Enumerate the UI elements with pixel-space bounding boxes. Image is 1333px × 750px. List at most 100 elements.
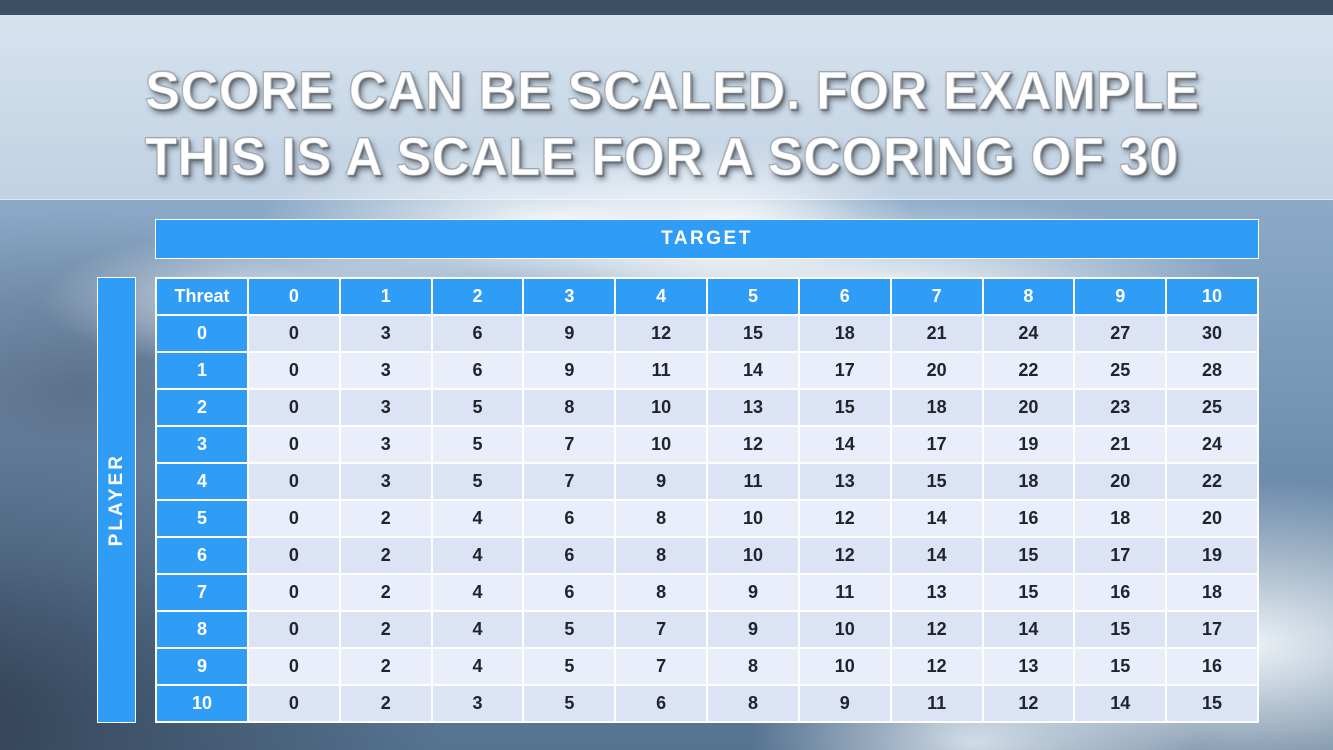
score-cell: 8 (708, 686, 798, 721)
score-cell: 14 (891, 538, 982, 573)
score-cell: 2 (340, 612, 431, 647)
score-cell: 0 (249, 390, 339, 425)
score-cell: 8 (524, 390, 615, 425)
row-header-10: 10 (157, 686, 247, 721)
column-header-7: 7 (891, 279, 982, 314)
score-cell: 0 (249, 501, 339, 536)
score-cell: 9 (708, 575, 798, 610)
score-cell: 12 (799, 501, 890, 536)
table-row: 8 0 2 4 5 7 9 10 12 14 15 17 (157, 612, 1257, 647)
column-header-4: 4 (616, 279, 707, 314)
score-cell: 11 (891, 686, 982, 721)
score-cell: 20 (1075, 464, 1166, 499)
table-row: 10 0 2 3 5 6 8 9 11 12 14 15 (157, 686, 1257, 721)
score-cell: 15 (891, 464, 982, 499)
score-cell: 0 (249, 316, 339, 351)
score-cell: 8 (708, 649, 798, 684)
row-header-4: 4 (157, 464, 247, 499)
score-cell: 12 (708, 427, 798, 462)
score-cell: 17 (1167, 612, 1257, 647)
score-cell: 7 (616, 649, 707, 684)
score-cell: 16 (983, 501, 1074, 536)
score-cell: 5 (432, 390, 523, 425)
slide-title-line2: THIS IS A SCALE FOR A SCORING OF 30 (145, 126, 1179, 187)
score-cell: 22 (983, 353, 1074, 388)
score-cell: 20 (983, 390, 1074, 425)
score-cell: 27 (1075, 316, 1166, 351)
score-cell: 2 (340, 538, 431, 573)
score-cell: 2 (340, 649, 431, 684)
score-cell: 15 (799, 390, 890, 425)
score-cell: 15 (1167, 686, 1257, 721)
score-cell: 3 (340, 316, 431, 351)
score-cell: 16 (1167, 649, 1257, 684)
table-row: 9 0 2 4 5 7 8 10 12 13 15 16 (157, 649, 1257, 684)
score-cell: 8 (616, 538, 707, 573)
score-cell: 17 (799, 353, 890, 388)
score-table: Threat 0 1 2 3 4 5 6 7 8 9 10 0 0 3 6 9 12 15 18 21 24 27 30 1 0 3… (155, 277, 1259, 723)
table-row: 6 0 2 4 6 8 10 12 14 15 17 19 (157, 538, 1257, 573)
score-cell: 3 (340, 390, 431, 425)
column-header-9: 9 (1075, 279, 1166, 314)
score-cell: 8 (616, 575, 707, 610)
score-cell: 18 (1075, 501, 1166, 536)
row-header-5: 5 (157, 501, 247, 536)
score-cell: 15 (1075, 649, 1166, 684)
score-cell: 0 (249, 612, 339, 647)
score-cell: 10 (616, 390, 707, 425)
column-header-10: 10 (1167, 279, 1257, 314)
table-row: 2 0 3 5 8 10 13 15 18 20 23 25 (157, 390, 1257, 425)
score-cell: 10 (708, 538, 798, 573)
row-header-9: 9 (157, 649, 247, 684)
score-cell: 21 (891, 316, 982, 351)
row-header-2: 2 (157, 390, 247, 425)
score-cell: 6 (432, 316, 523, 351)
score-cell: 4 (432, 612, 523, 647)
score-cell: 2 (340, 686, 431, 721)
score-cell: 6 (524, 538, 615, 573)
table-row: 1 0 3 6 9 11 14 17 20 22 25 28 (157, 353, 1257, 388)
score-cell: 10 (799, 612, 890, 647)
score-cell: 3 (340, 464, 431, 499)
score-cell: 13 (983, 649, 1074, 684)
score-cell: 24 (983, 316, 1074, 351)
score-cell: 15 (708, 316, 798, 351)
score-cell: 18 (891, 390, 982, 425)
column-header-0: 0 (249, 279, 339, 314)
score-cell: 5 (432, 464, 523, 499)
score-cell: 0 (249, 464, 339, 499)
score-cell: 13 (708, 390, 798, 425)
score-cell: 21 (1075, 427, 1166, 462)
score-cell: 3 (432, 686, 523, 721)
table-row: 4 0 3 5 7 9 11 13 15 18 20 22 (157, 464, 1257, 499)
score-cell: 6 (616, 686, 707, 721)
header-row: Threat 0 1 2 3 4 5 6 7 8 9 10 (157, 279, 1257, 314)
score-cell: 19 (983, 427, 1074, 462)
score-cell: 18 (799, 316, 890, 351)
score-cell: 3 (340, 353, 431, 388)
score-cell: 10 (799, 649, 890, 684)
row-header-6: 6 (157, 538, 247, 573)
score-cell: 14 (983, 612, 1074, 647)
row-header-0: 0 (157, 316, 247, 351)
score-cell: 4 (432, 649, 523, 684)
row-header-3: 3 (157, 427, 247, 462)
score-cell: 9 (799, 686, 890, 721)
top-accent-bar (0, 0, 1333, 15)
score-cell: 17 (1075, 538, 1166, 573)
score-cell: 9 (524, 316, 615, 351)
score-cell: 9 (708, 612, 798, 647)
score-cell: 18 (1167, 575, 1257, 610)
score-cell: 5 (432, 427, 523, 462)
score-cell: 11 (799, 575, 890, 610)
score-cell: 11 (616, 353, 707, 388)
score-cell: 23 (1075, 390, 1166, 425)
score-cell: 11 (708, 464, 798, 499)
score-cell: 0 (249, 649, 339, 684)
score-cell: 13 (891, 575, 982, 610)
score-cell: 14 (1075, 686, 1166, 721)
score-cell: 8 (616, 501, 707, 536)
score-cell: 4 (432, 538, 523, 573)
table-row: 7 0 2 4 6 8 9 11 13 15 16 18 (157, 575, 1257, 610)
